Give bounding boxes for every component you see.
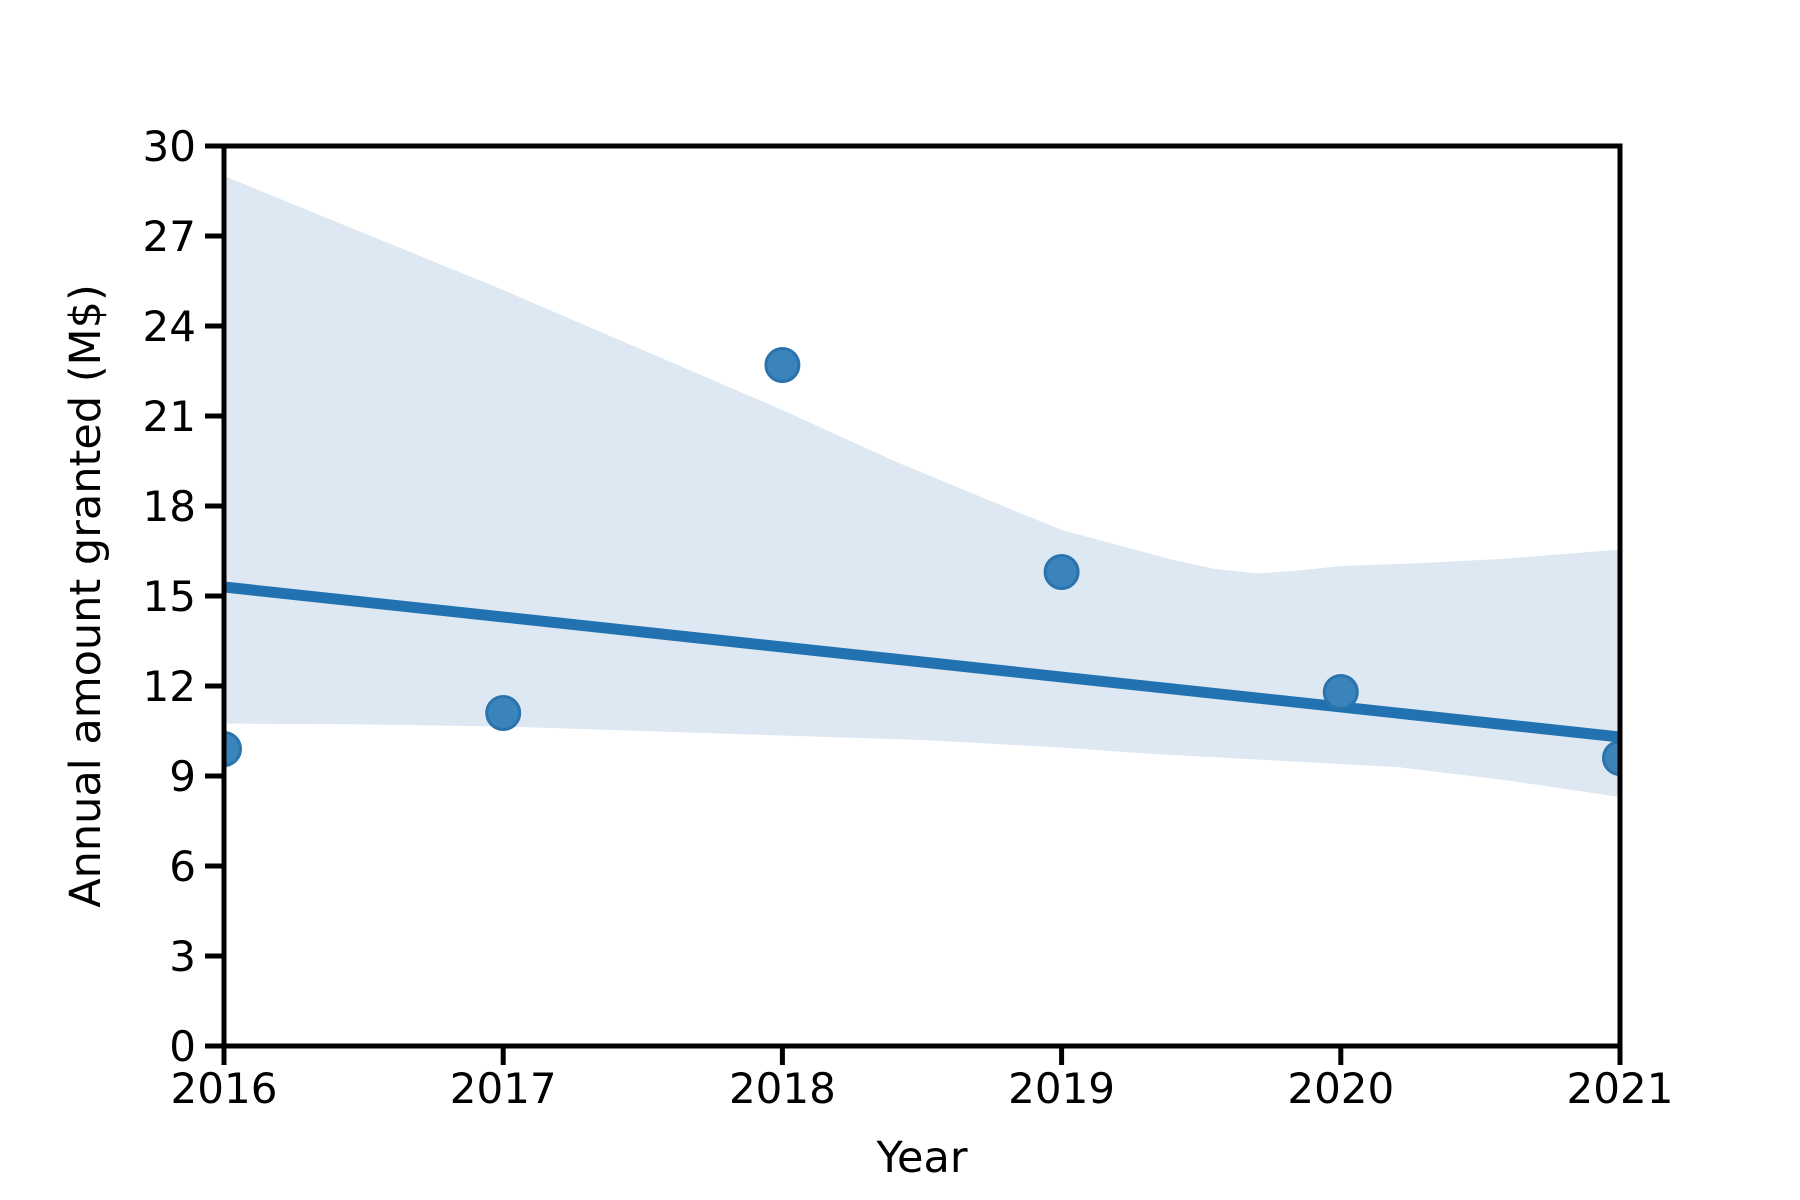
y-tick-labels: 0 3 6 9 12 15 18 21 24 27 30 xyxy=(143,122,196,1071)
data-point-2018 xyxy=(764,347,801,383)
y-tick-label: 9 xyxy=(169,752,196,801)
data-point-2017 xyxy=(485,695,522,731)
axes-spines xyxy=(221,143,1623,1049)
x-tick-label: 2021 xyxy=(1567,1064,1674,1113)
x-tick-label: 2019 xyxy=(1008,1064,1115,1113)
x-axis-label: Year xyxy=(875,1133,967,1183)
y-tick-label: 15 xyxy=(143,572,196,621)
y-tick-label: 30 xyxy=(143,122,196,171)
x-axis-ticks xyxy=(221,1046,1623,1065)
data-point-2019 xyxy=(1043,554,1080,590)
x-tick-label: 2020 xyxy=(1287,1064,1394,1113)
data-point-2021 xyxy=(1602,740,1620,776)
y-tick-label: 27 xyxy=(143,212,196,261)
x-tick-label: 2017 xyxy=(450,1064,557,1113)
y-tick-label: 3 xyxy=(169,932,196,981)
y-tick-label: 24 xyxy=(143,302,196,351)
y-tick-label: 18 xyxy=(143,482,196,531)
x-tick-label: 2016 xyxy=(171,1064,278,1113)
y-tick-label: 21 xyxy=(143,392,196,441)
data-point-2020 xyxy=(1322,674,1359,710)
y-axis-label: Annual amount granted (M$) xyxy=(61,284,111,908)
y-tick-label: 6 xyxy=(169,842,196,891)
confidence-band xyxy=(224,176,1620,797)
regression-line xyxy=(224,581,1620,743)
scatter-points xyxy=(224,347,1620,776)
x-tick-label: 2018 xyxy=(729,1064,836,1113)
x-tick-labels: 2016 2017 2018 2019 2020 2021 xyxy=(171,1064,1674,1113)
y-tick-label: 0 xyxy=(169,1022,196,1071)
y-tick-label: 12 xyxy=(143,662,196,711)
y-axis-ticks xyxy=(205,143,224,1049)
data-point-2016 xyxy=(224,731,242,767)
